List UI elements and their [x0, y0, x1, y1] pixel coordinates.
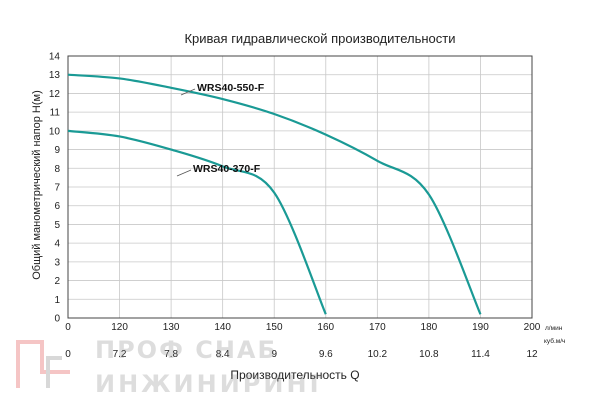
- x-tick-label-lpm: 150: [266, 322, 283, 333]
- x-tick-label-lpm: 180: [421, 322, 438, 333]
- y-axis-label: Общий манометрический напор H(м): [31, 90, 43, 280]
- chart-title: Кривая гидравлической производительности: [184, 31, 455, 46]
- series-curve-1: [67, 129, 327, 315]
- x-tick-label-lpm: 200: [524, 322, 541, 333]
- y-tick-label: 0: [54, 314, 60, 325]
- y-tick-label: 14: [49, 52, 61, 63]
- x-tick-label-lpm: 130: [163, 322, 180, 333]
- x-tick-label-lpm: 170: [369, 322, 386, 333]
- watermark-line2: ИНЖИНИРИНГ: [95, 370, 328, 398]
- x-tick-label-lpm: 140: [214, 322, 231, 333]
- y-tick-label: 4: [54, 239, 60, 250]
- watermark-line1: ПРОФ СНАБ: [95, 336, 278, 364]
- x-tick-label-lpm: 190: [472, 322, 489, 333]
- x-tick-label-m3h: 7.2: [113, 349, 127, 360]
- x-unit-m3h: куб.м/ч: [544, 337, 565, 345]
- y-tick-label: 9: [54, 145, 60, 156]
- y-tick-label: 3: [54, 257, 60, 268]
- x-tick-label-m3h: 10.2: [368, 349, 388, 360]
- y-tick-label: 1: [54, 295, 60, 306]
- x-tick-label-lpm: 0: [65, 322, 71, 333]
- watermark-logo: ПРОФ СНАБ ИНЖИНИРИНГ: [16, 336, 328, 398]
- x-tick-label-lpm: 120: [111, 322, 128, 333]
- x-tick-label-m3h: 12: [526, 349, 538, 360]
- x-tick-label-m3h: 9.6: [319, 349, 333, 360]
- series-leader-0: [180, 88, 196, 96]
- watermark-emblem: [16, 340, 70, 388]
- y-tick-label: 5: [54, 220, 60, 231]
- series-label-0: WRS40-550-F: [197, 82, 265, 94]
- x-tick-label-lpm: 160: [317, 322, 334, 333]
- y-tick-label: 8: [54, 164, 60, 175]
- x-tick-label-m3h: 11.4: [471, 349, 490, 360]
- y-tick-label: 6: [54, 201, 60, 212]
- y-tick-label: 10: [49, 126, 61, 137]
- series-leader-1: [176, 169, 192, 177]
- x-axis-label: Производительность Q: [230, 368, 359, 382]
- y-tick-label: 13: [49, 70, 61, 81]
- x-tick-label-m3h: 9: [271, 349, 277, 360]
- x-unit-lpm: л/мин: [545, 325, 563, 332]
- x-tick-label-m3h: 10.8: [419, 349, 439, 360]
- series-label-1: WRS40-370-F: [193, 163, 261, 175]
- y-tick-label: 11: [50, 108, 61, 119]
- x-tick-label-m3h: 0: [65, 349, 71, 360]
- y-tick-label: 12: [49, 89, 61, 100]
- y-tick-label: 7: [54, 183, 60, 194]
- series-curve-0: [67, 73, 482, 315]
- x-tick-label-m3h: 8.4: [216, 349, 230, 360]
- y-tick-label: 2: [54, 276, 60, 287]
- x-tick-label-m3h: 7.8: [164, 349, 178, 360]
- plot-frame: [67, 55, 533, 319]
